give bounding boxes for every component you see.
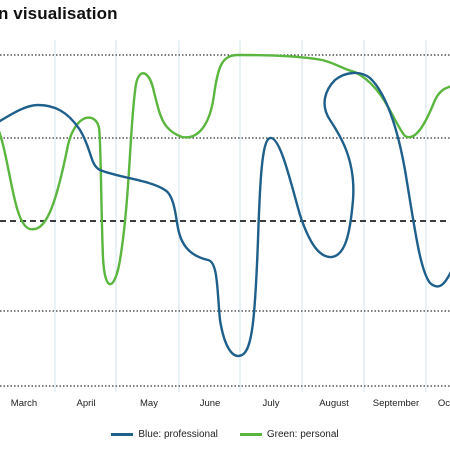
x-tick-label-august: August — [319, 398, 349, 409]
legend-item-green: Green: personal — [239, 429, 339, 440]
legend-label-blue: Blue: professional — [138, 429, 218, 440]
x-tick-label-june: June — [200, 398, 221, 409]
x-tick-label-march: March — [11, 398, 37, 409]
legend-label-green: Green: personal — [266, 429, 339, 440]
legend-item-blue: Blue: professional — [111, 429, 218, 440]
vertical-gridlines — [54, 40, 427, 392]
horizontal-gridlines — [0, 54, 450, 387]
x-tick-label-april: April — [76, 398, 95, 409]
x-tick-label-july: July — [263, 398, 280, 409]
series-line-green-personal — [0, 53, 450, 286]
x-tick-label-oc: Oc — [438, 398, 450, 409]
legend-swatch-green — [239, 433, 262, 436]
series-line-blue-professional — [0, 71, 450, 358]
chart-title: n visualisation — [0, 4, 118, 23]
x-tick-label-may: May — [140, 398, 158, 409]
x-tick-label-september: September — [373, 398, 419, 409]
x-axis-tick-labels: March April May June July August September Oc — [11, 398, 450, 409]
legend-swatch-blue — [111, 433, 134, 436]
legend: Blue: professional Green: personal — [0, 429, 450, 440]
